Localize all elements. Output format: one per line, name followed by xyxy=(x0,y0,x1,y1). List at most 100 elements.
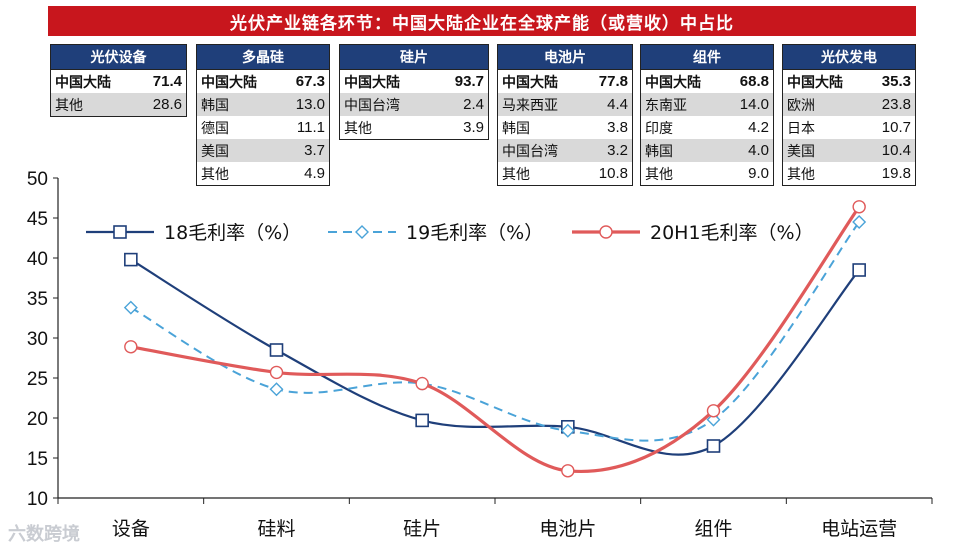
data-point xyxy=(123,300,138,315)
region-label: 中国大陆 xyxy=(502,74,558,91)
data-point xyxy=(269,365,284,380)
watermark: 六数跨境 xyxy=(8,524,80,545)
table-row: 中国大陆 71.4 xyxy=(51,70,187,94)
y-tick-label: 35 xyxy=(27,289,48,310)
data-point xyxy=(561,464,575,478)
legend-marker xyxy=(113,225,127,239)
region-label: 美国 xyxy=(782,139,867,162)
table-row: 其他 10.8 xyxy=(498,162,633,186)
x-tick-label: 硅料 xyxy=(257,518,295,540)
x-tick-label: 硅片 xyxy=(403,518,441,540)
y-tick-label: 30 xyxy=(27,329,48,350)
legend-marker xyxy=(355,225,369,239)
table-header: 组件 xyxy=(640,44,774,70)
share-value: 3.2 xyxy=(582,139,633,162)
data-point xyxy=(269,382,284,397)
data-point xyxy=(706,404,721,418)
share-value: 77.8 xyxy=(598,73,628,90)
region-label: 其他 xyxy=(787,166,815,183)
share-value: 23.8 xyxy=(866,93,916,116)
x-tick-label: 电站运营 xyxy=(821,518,897,540)
data-point xyxy=(269,343,284,357)
table-row: 印度 4.2 xyxy=(641,116,774,139)
region-label: 东南亚 xyxy=(640,93,725,116)
share-value: 28.6 xyxy=(136,93,187,117)
share-value: 3.9 xyxy=(463,119,484,136)
region-label: 日本 xyxy=(787,120,815,137)
share-value: 93.7 xyxy=(454,73,484,90)
region-label: 其他 xyxy=(502,166,530,183)
x-tick-label: 电池片 xyxy=(539,518,596,540)
y-tick-label: 15 xyxy=(27,449,48,470)
table-header: 硅片 xyxy=(339,44,489,70)
table-row: 其他 4.9 xyxy=(197,162,330,186)
share-value: 4.9 xyxy=(304,165,325,182)
data-point xyxy=(415,413,429,428)
share-value: 14.0 xyxy=(724,93,774,116)
table-row: 中国大陆 35.3 xyxy=(783,70,916,94)
share-value: 13.0 xyxy=(280,93,330,116)
page-title: 光伏产业链各环节：中国大陆企业在全球产能（或营收）中占比 xyxy=(48,6,916,36)
table-row: 德国 11.1 xyxy=(197,116,330,139)
table-row: 中国大陆 93.7 xyxy=(340,70,489,94)
region-label: 中国大陆 xyxy=(645,74,701,91)
table-row: 其他 19.8 xyxy=(783,162,916,186)
region-label: 印度 xyxy=(645,120,673,137)
table-polysilicon: 多晶硅 中国大陆 67.3 韩国 13.0 德国 11.1 美国 3.7 其他 4.9 xyxy=(196,44,330,186)
data-point xyxy=(852,215,867,229)
region-label: 韩国 xyxy=(640,139,725,162)
region-label: 中国大陆 xyxy=(787,74,843,91)
table-row: 中国大陆 67.3 xyxy=(197,70,330,94)
share-value: 3.7 xyxy=(280,139,330,162)
table-row: 日本 10.7 xyxy=(783,116,916,139)
region-label: 韩国 xyxy=(502,120,530,137)
table-equipment: 光伏设备 中国大陆 71.4 其他 28.6 xyxy=(50,44,187,117)
data-point xyxy=(852,263,866,277)
y-tick-label: 50 xyxy=(27,169,48,190)
table-row: 欧洲 23.8 xyxy=(782,93,916,116)
table-row: 美国 10.4 xyxy=(782,139,916,162)
region-label: 中国台湾 xyxy=(497,139,583,162)
share-value: 71.4 xyxy=(152,73,182,90)
region-label: 中国大陆 xyxy=(201,74,257,91)
table-row: 中国大陆 77.8 xyxy=(498,70,633,94)
table-pv-generation: 光伏发电中国大陆 35.3 欧洲 23.8 日本 10.7 美国 10.4 其他 19.8 xyxy=(782,44,916,186)
legend-label: 20H1毛利率（%） xyxy=(650,222,814,244)
table-row: 韩国 3.8 xyxy=(498,116,633,139)
data-point xyxy=(706,439,721,453)
table-row: 其他 3.9 xyxy=(340,116,489,140)
region-label: 其他 xyxy=(344,120,372,137)
region-label: 中国大陆 xyxy=(55,74,111,91)
data-point xyxy=(124,340,138,354)
table-row: 韩国 13.0 xyxy=(196,93,330,116)
region-label: 德国 xyxy=(201,120,229,137)
region-label: 其他 xyxy=(201,166,229,183)
data-point xyxy=(852,200,866,214)
share-value: 67.3 xyxy=(295,73,325,90)
share-value: 4.0 xyxy=(724,139,774,162)
region-label: 韩国 xyxy=(196,93,281,116)
share-value: 3.8 xyxy=(607,119,628,136)
table-header: 电池片 xyxy=(497,44,633,70)
table-row: 美国 3.7 xyxy=(196,139,330,162)
share-value: 35.3 xyxy=(881,73,911,90)
data-point xyxy=(124,252,138,267)
region-label: 其他 xyxy=(645,166,673,183)
table-row: 中国大陆 68.8 xyxy=(641,70,774,94)
table-header: 光伏发电 xyxy=(782,44,916,70)
y-tick-label: 10 xyxy=(27,489,48,510)
data-point xyxy=(560,423,575,438)
region-label: 欧洲 xyxy=(782,93,867,116)
table-row: 马来西亚 4.4 xyxy=(497,93,633,116)
region-label: 其他 xyxy=(50,93,137,117)
y-tick-label: 45 xyxy=(27,209,48,230)
share-value: 68.8 xyxy=(739,73,769,90)
share-value: 4.2 xyxy=(748,119,769,136)
table-row: 韩国 4.0 xyxy=(640,139,774,162)
share-value: 11.1 xyxy=(296,119,325,136)
legend-label: 18毛利率（%） xyxy=(164,222,301,244)
region-label: 中国台湾 xyxy=(339,93,434,116)
x-tick-label: 组件 xyxy=(694,518,732,540)
share-value: 4.4 xyxy=(582,93,633,116)
